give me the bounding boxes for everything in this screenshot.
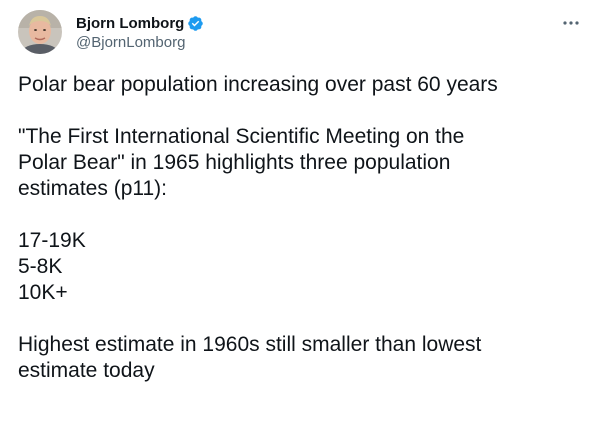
tweet-line: estimate today bbox=[18, 359, 155, 382]
user-info: Bjorn Lomborg @BjornLomborg bbox=[76, 13, 204, 51]
tweet-line: Polar bear population increasing over pa… bbox=[18, 73, 498, 96]
display-name[interactable]: Bjorn Lomborg bbox=[76, 14, 185, 32]
tweet-line: Highest estimate in 1960s still smaller … bbox=[18, 333, 482, 356]
tweet-line-gap bbox=[18, 306, 584, 332]
name-row: Bjorn Lomborg bbox=[76, 13, 204, 33]
tweet-line-gap bbox=[18, 98, 584, 124]
tweet-text: Polar bear population increasing over pa… bbox=[18, 72, 584, 384]
verified-badge-icon[interactable] bbox=[187, 15, 204, 32]
tweet-line: Polar Bear" in 1965 highlights three pop… bbox=[18, 151, 451, 174]
tweet-line: 5-8K bbox=[18, 255, 63, 278]
tweet-line: 17-19K bbox=[18, 229, 86, 252]
avatar[interactable] bbox=[18, 10, 62, 54]
avatar-photo-icon bbox=[18, 10, 62, 54]
tweet-line: 10K+ bbox=[18, 281, 68, 304]
tweet-line: "The First International Scientific Meet… bbox=[18, 125, 465, 148]
more-options-icon[interactable] bbox=[560, 12, 582, 34]
tweet-line-gap bbox=[18, 202, 584, 228]
user-handle[interactable]: @BjornLomborg bbox=[76, 34, 186, 51]
tweet-line: estimates (p11): bbox=[18, 177, 167, 200]
